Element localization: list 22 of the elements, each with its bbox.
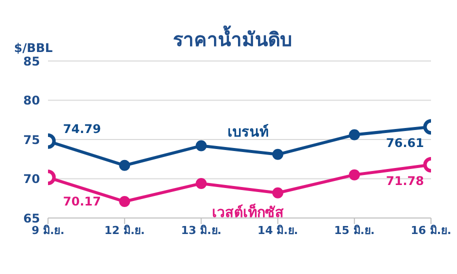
- y-tick-label: 85: [23, 54, 40, 68]
- x-tick-label: 15 มิ.ย.: [334, 224, 375, 237]
- data-label: 76.61: [386, 136, 424, 150]
- y-tick-label: 65: [23, 211, 40, 226]
- x-tick-label: 16 มิ.ย.: [410, 224, 452, 237]
- y-tick-label: 70: [23, 172, 40, 186]
- x-tick-label: 9 มิ.ย.: [32, 224, 64, 237]
- point: [196, 178, 207, 189]
- data-label: 71.78: [386, 174, 424, 188]
- data-label: 74.79: [63, 122, 101, 136]
- series-label: เบรนท์: [227, 123, 268, 140]
- x-tick-label: 13 มิ.ย.: [180, 224, 222, 237]
- y-axis-title: $/BBL: [14, 41, 53, 55]
- point: [272, 187, 284, 198]
- data-label: 70.17: [63, 194, 101, 208]
- y-tick-label: 75: [23, 132, 40, 147]
- point: [196, 140, 207, 152]
- x-tick-label: 12 มิ.ย.: [104, 224, 145, 237]
- point: [272, 148, 284, 160]
- y-tick-label: 80: [23, 94, 40, 108]
- series-label: เวสต์เท็กซัส: [212, 202, 284, 221]
- x-tick-label: 14 มิ.ย.: [258, 224, 298, 237]
